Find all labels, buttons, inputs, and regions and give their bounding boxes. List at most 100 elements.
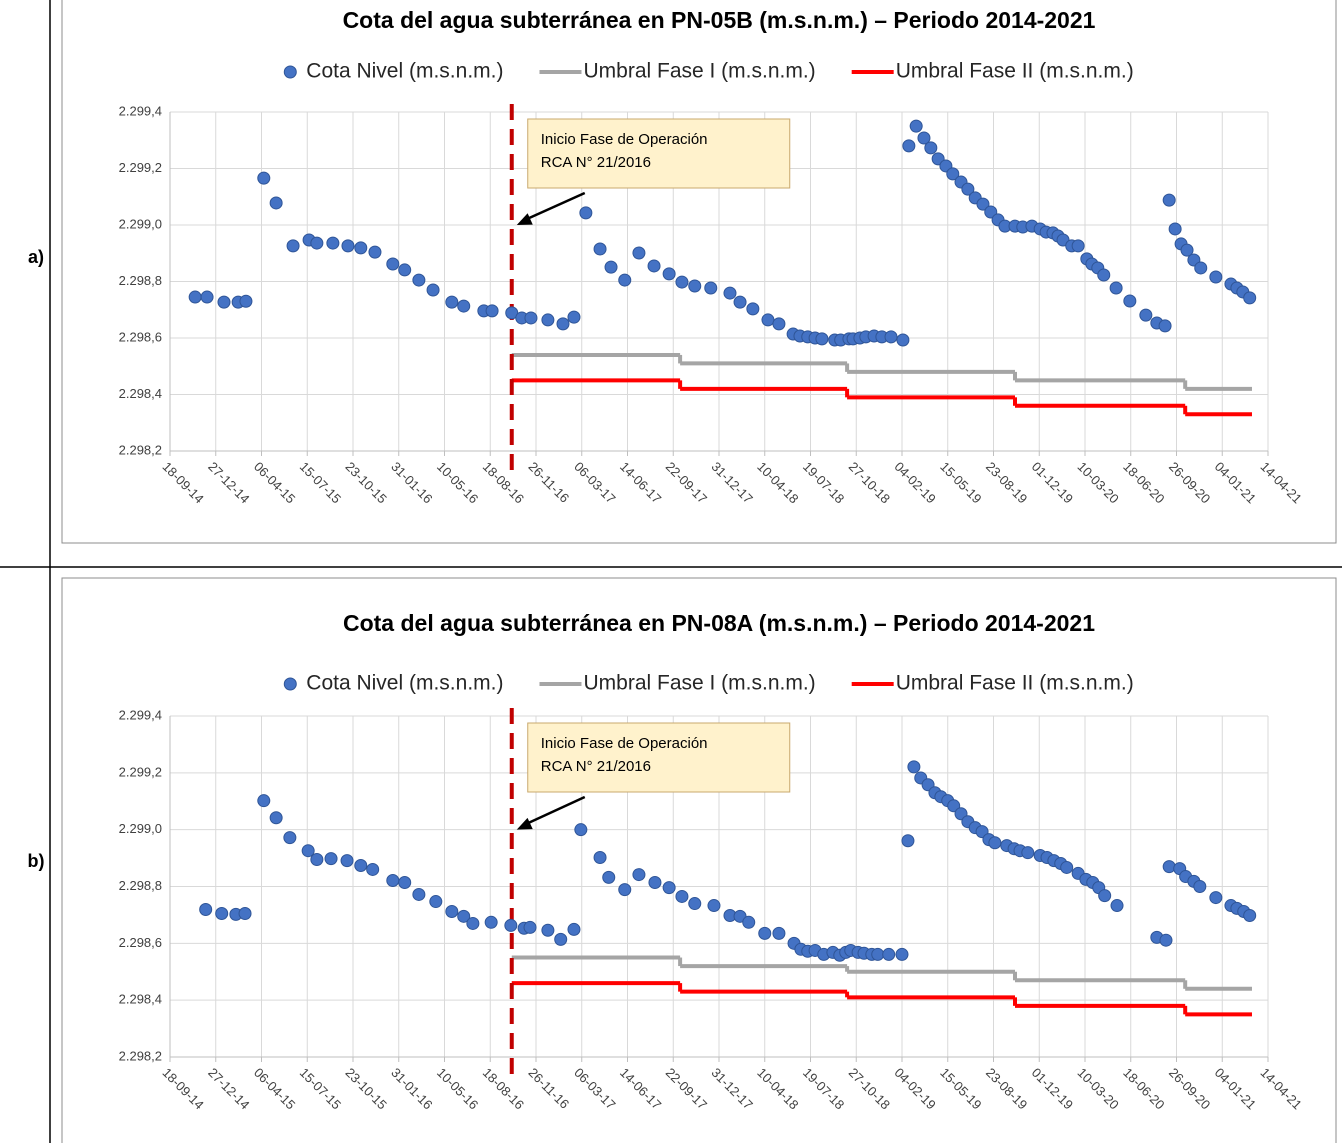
data-point [269,196,283,210]
data-point [386,874,400,888]
data-point [707,899,721,913]
y-tick-label: 2.299,4 [119,103,162,118]
data-point [901,834,915,848]
data-point [199,903,213,917]
x-tick-label: 15-07-15 [297,459,344,506]
data-point [772,317,786,331]
data-point [1071,239,1085,253]
data-point [283,831,297,845]
data-point [301,844,315,858]
legend-label: Umbral Fase II (m.s.n.m.) [896,672,1134,695]
x-tick-label: 18-06-20 [1120,459,1167,506]
annotation-text: Inicio Fase de Operación [541,131,708,148]
data-point [946,167,960,181]
data-point [1180,243,1194,257]
x-tick-label: 04-02-19 [891,1065,938,1112]
data-point [758,926,772,940]
data-point [976,197,990,211]
data-point [556,317,570,331]
annotation-arrowhead [516,817,533,830]
x-tick-label: 31-12-17 [708,1065,755,1112]
x-tick-label: 27-10-18 [846,1065,893,1112]
data-point [704,281,718,295]
legend-marker [283,677,297,691]
data-point [632,868,646,882]
data-point [398,876,412,890]
data-point [742,915,756,929]
x-tick-label: 10-05-16 [434,459,481,506]
data-point [1243,291,1257,305]
data-point [200,290,214,304]
data-point [761,313,775,327]
y-tick-label: 2.298,8 [119,878,162,893]
data-point [1158,319,1172,333]
data-point [648,876,662,890]
data-point [902,139,916,153]
x-tick-label: 22-09-17 [663,459,710,506]
x-tick-label: 19-07-18 [800,459,847,506]
y-tick-label: 2.298,2 [119,1048,162,1063]
data-point [815,332,829,346]
y-tick-label: 2.299,4 [119,707,162,722]
data-point [326,236,340,250]
legend-label: Cota Nivel (m.s.n.m.) [306,60,503,83]
annotation-arrow [524,795,586,826]
x-tick-label: 23-08-19 [983,459,1030,506]
legend: Cota Nivel (m.s.n.m.) Umbral Fase I (m.s.… [283,672,1134,695]
data-point [1159,933,1173,947]
data-point [310,236,324,250]
x-tick-label: 22-09-17 [663,1065,710,1112]
x-tick-label: 18-09-14 [159,1065,206,1112]
data-point [723,286,737,300]
annotation-text: RCA N° 21/2016 [541,154,651,171]
x-tick-label: 10-03-20 [1074,459,1121,506]
data-point [1243,908,1257,922]
panel-label: a) [28,247,44,267]
data-point [1139,308,1153,322]
x-tick-label: 26-11-16 [525,459,572,506]
chart-title: Cota del agua subterránea en PN-05B (m.s… [343,7,1096,33]
y-tick-label: 2.298,6 [119,935,162,950]
x-tick-label: 14-04-21 [1257,1065,1304,1112]
data-point [398,263,412,277]
data-point [984,205,998,219]
data-point [1110,899,1124,913]
data-point [239,294,253,308]
legend-label: Umbral Fase I (m.s.n.m.) [583,672,815,695]
data-point [618,273,632,287]
data-point [324,852,338,866]
x-tick-label: 04-01-21 [1212,1065,1259,1112]
panel-label: b) [28,851,45,871]
data-point [354,858,368,872]
x-tick-label: 18-09-14 [159,459,206,506]
data-point [257,794,271,808]
data-point [647,259,661,273]
data-point [574,823,588,837]
x-tick-label: 31-12-17 [708,459,755,506]
x-tick-label: 01-12-19 [1029,1065,1076,1112]
x-tick-label: 31-01-16 [388,459,435,506]
x-tick-label: 10-04-18 [754,459,801,506]
x-tick-label: 10-04-18 [754,1065,801,1112]
data-point [1123,294,1137,308]
data-point [988,836,1002,850]
data-point [871,947,885,961]
y-tick-label: 2.299,2 [119,764,162,779]
legend-marker [283,65,297,79]
x-tick-label: 18-06-20 [1120,1065,1167,1112]
data-point [593,242,607,256]
data-point [567,922,581,936]
x-tick-label: 10-03-20 [1074,1065,1121,1112]
y-tick-label: 2.299,0 [119,821,162,836]
x-tick-label: 23-10-15 [342,1065,389,1112]
data-point [961,182,975,196]
data-point [907,760,921,774]
data-point [884,330,898,344]
data-point [485,304,499,318]
data-point [429,895,443,909]
x-tick-label: 23-08-19 [983,1065,1030,1112]
data-point [618,883,632,897]
data-point [604,260,618,274]
data-point [340,854,354,868]
data-point [505,306,519,320]
